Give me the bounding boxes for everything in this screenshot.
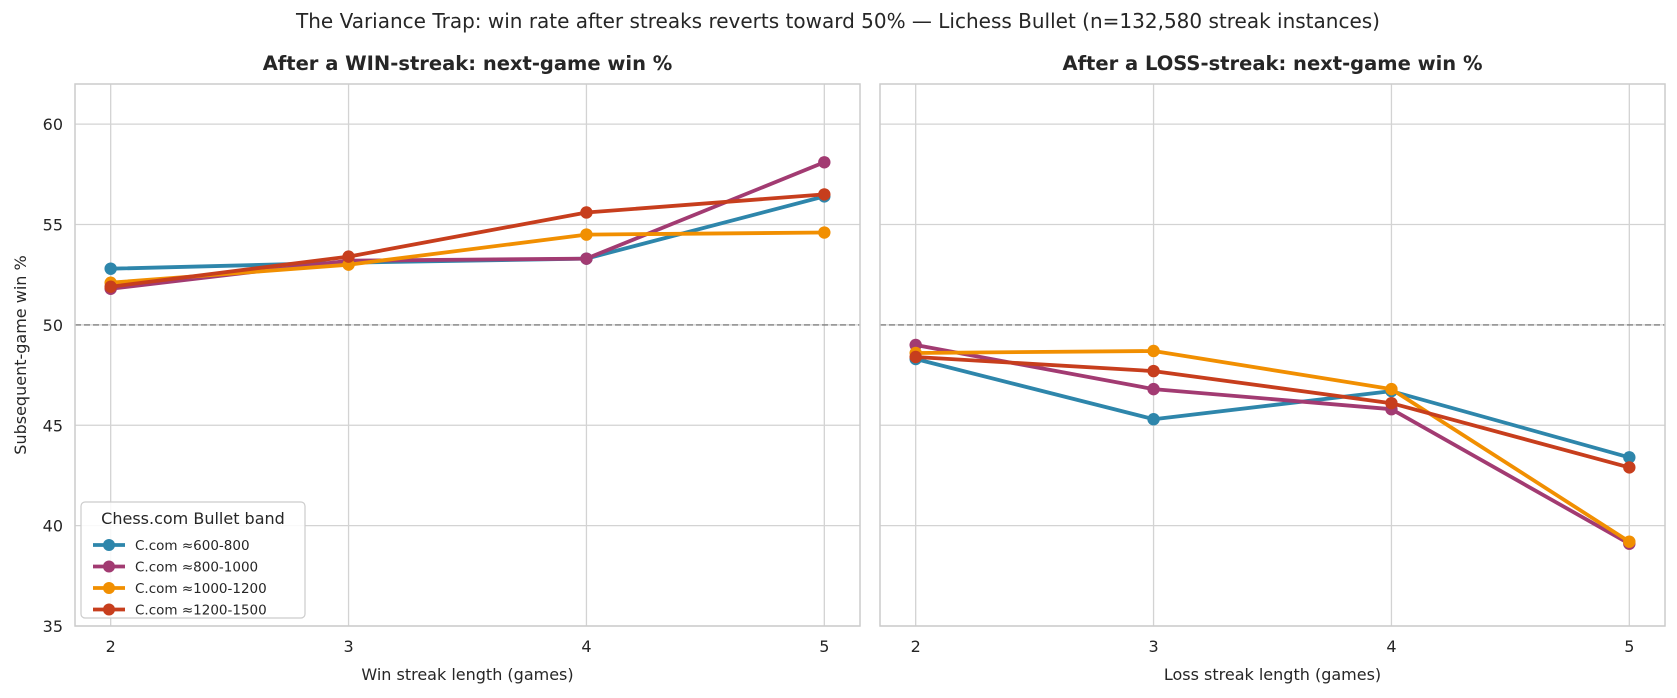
- y-tick-label: 45: [43, 416, 63, 435]
- axes-frame: [879, 83, 1666, 627]
- series-line: [913, 349, 1632, 544]
- data-point: [818, 188, 831, 201]
- x-tick-label: 3: [343, 637, 353, 656]
- x-tick-label: 4: [581, 637, 591, 656]
- series-line: [108, 192, 827, 289]
- legend: Chess.com Bullet band C.com ≈600-800 C.com…: [80, 501, 306, 619]
- x-axis-label: Win streak length (games): [361, 665, 573, 684]
- x-tick-label: 2: [106, 637, 116, 656]
- data-point: [1623, 461, 1636, 474]
- data-point: [1623, 535, 1636, 548]
- data-point: [1147, 382, 1160, 396]
- y-tick-label: 55: [43, 216, 63, 235]
- legend-label: C.com ≈800-1000: [135, 560, 258, 576]
- data-point: [580, 252, 593, 265]
- series-line: [913, 357, 1632, 460]
- data-point: [1385, 396, 1398, 410]
- data-point: [1147, 364, 1160, 378]
- data-point: [104, 262, 117, 275]
- x-tick-label: 3: [1148, 637, 1158, 656]
- legend-label: C.com ≈600-800: [135, 538, 250, 554]
- axes-frame: [74, 83, 861, 627]
- data-point: [1147, 344, 1160, 358]
- data-point: [580, 206, 593, 219]
- panel-title: After a LOSS-streak: next-game win %: [1062, 52, 1482, 75]
- chart-panel-2: 2 3 4 5 Loss streak length (games) After a LO…: [879, 52, 1666, 684]
- x-tick-label: 5: [819, 637, 829, 656]
- series-line: [913, 343, 1632, 546]
- legend-box: [80, 501, 306, 619]
- data-point: [818, 156, 831, 169]
- panel-title: After a WIN-streak: next-game win %: [263, 52, 673, 75]
- y-axis-label: Subsequent-game win %: [11, 255, 30, 454]
- data-point: [818, 226, 831, 239]
- data-point: [1385, 382, 1398, 396]
- data-point: [342, 250, 355, 263]
- data-point: [1147, 413, 1160, 426]
- x-tick-label: 4: [1386, 637, 1396, 656]
- legend-label: C.com ≈1200-1500: [135, 603, 267, 619]
- y-tick-label: 50: [43, 316, 63, 335]
- series-line: [913, 355, 1632, 470]
- y-tick-label: 35: [43, 617, 63, 636]
- legend-label: C.com ≈1000-1200: [135, 581, 267, 597]
- y-tick-label: 60: [43, 115, 63, 134]
- legend-swatch-marker: [103, 560, 115, 573]
- y-tick-label: 40: [43, 517, 63, 536]
- x-axis-label: Loss streak length (games): [1164, 665, 1381, 684]
- x-tick-label: 5: [1624, 637, 1634, 656]
- data-point: [909, 350, 922, 364]
- legend-title: Chess.com Bullet band: [101, 509, 285, 528]
- figure-suptitle: The Variance Trap: win rate after streak…: [295, 9, 1380, 33]
- legend-swatch-marker: [103, 582, 115, 594]
- legend-swatch-marker: [103, 539, 115, 551]
- data-point: [1623, 451, 1636, 464]
- series-line: [108, 230, 827, 285]
- x-tick-label: 2: [911, 637, 921, 656]
- legend-swatch-marker: [103, 603, 115, 616]
- data-point: [104, 280, 117, 293]
- data-point: [580, 228, 593, 241]
